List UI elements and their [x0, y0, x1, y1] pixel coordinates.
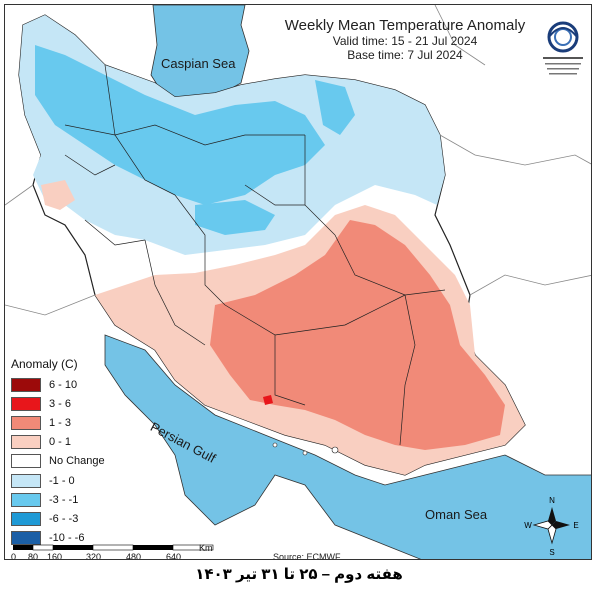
- legend-label: -6 - -3: [49, 512, 79, 525]
- legend-item: 6 - 10: [11, 375, 111, 394]
- compass-w: W: [524, 521, 532, 530]
- source-credit: Source: ECMWF: [273, 552, 341, 560]
- legend-label: 6 - 10: [49, 378, 78, 391]
- scale-unit: Km: [199, 543, 213, 553]
- legend-item: 0 - 1: [11, 433, 111, 452]
- scale-bar: 0 80 160 320 480 640 Km: [11, 543, 221, 560]
- legend-item: 1 - 3: [11, 413, 111, 432]
- warm-zone-hot-spot: [263, 395, 273, 405]
- anomaly-map: N S E W: [5, 5, 591, 559]
- legend-label: -3 - -1: [49, 493, 79, 506]
- oman-sea-label: Oman Sea: [425, 507, 488, 522]
- organization-logo-icon: [543, 21, 583, 75]
- legend-title: Anomaly (C): [11, 357, 78, 371]
- cool-zone-medium-east: [315, 80, 355, 135]
- legend-label: -1 - 0: [49, 474, 75, 487]
- legend-swatch: [11, 492, 41, 507]
- legend-item: -3 - -1: [11, 490, 111, 509]
- legend-item: -1 - 0: [11, 471, 111, 490]
- legend-label: -10 - -6: [49, 532, 85, 545]
- base-time: Base time: 7 Jul 2024: [347, 48, 463, 62]
- legend-swatch: [11, 531, 41, 546]
- map-frame: N S E W Caspian Sea Persian Gulf Oman Se…: [4, 4, 592, 560]
- scale-bar-graphic: [13, 544, 214, 551]
- legend-label: 0 - 1: [49, 436, 72, 449]
- caspian-sea-label: Caspian Sea: [161, 56, 236, 71]
- legend-swatch: [11, 511, 41, 526]
- warm-zone-medium: [210, 220, 505, 450]
- legend-swatch: [11, 473, 41, 488]
- scale-tick-640: 640: [166, 552, 182, 560]
- scale-tick-0: 0: [11, 552, 17, 560]
- warm-zone-west: [41, 180, 75, 210]
- persian-caption: هفته دوم – ۲۵ تا ۳۱ تیر ۱۴۰۳: [195, 566, 403, 583]
- cool-zone-medium-south: [195, 200, 275, 235]
- legend-item: -6 - -3: [11, 509, 111, 528]
- scale-tick-320: 320: [86, 552, 102, 560]
- cool-zone-medium: [35, 45, 325, 205]
- legend-item: No Change: [11, 452, 111, 471]
- legend-label: No Change: [49, 455, 105, 468]
- legend-rows: 6 - 10 3 - 6 1 - 3 0 - 1 No Change -1 - 0 -3 -…: [11, 375, 111, 548]
- legend-swatch: [11, 435, 41, 450]
- scale-tick-80: 80: [28, 552, 39, 560]
- compass-e: E: [573, 521, 578, 530]
- compass-s: S: [549, 548, 554, 557]
- legend-item: 3 - 6: [11, 394, 111, 413]
- valid-time: Valid time: 15 - 21 Jul 2024: [332, 34, 478, 48]
- scale-tick-160: 160: [47, 552, 63, 560]
- map-title: Weekly Mean Temperature Anomaly: [284, 17, 526, 34]
- persian-gulf: [104, 334, 591, 559]
- legend-swatch: [11, 396, 41, 411]
- gulf-islands: [272, 442, 339, 456]
- neighbour-borders: [5, 5, 591, 316]
- compass-n: N: [549, 496, 555, 505]
- legend-swatch: [11, 454, 41, 469]
- legend-label: 3 - 6: [49, 397, 72, 410]
- legend-swatch: [11, 415, 41, 430]
- compass-rose: N S E W: [524, 496, 578, 557]
- legend-swatch: [11, 377, 41, 392]
- legend-item: -10 - -6: [11, 529, 111, 548]
- scale-tick-480: 480: [126, 552, 142, 560]
- province-borders: [64, 64, 446, 446]
- legend-label: 1 - 3: [49, 416, 72, 429]
- legend: Anomaly (C) 6 - 10 3 - 6 1 - 3 0 - 1 No Chan…: [11, 357, 111, 548]
- title-block: Weekly Mean Temperature Anomaly Valid ti…: [260, 17, 550, 62]
